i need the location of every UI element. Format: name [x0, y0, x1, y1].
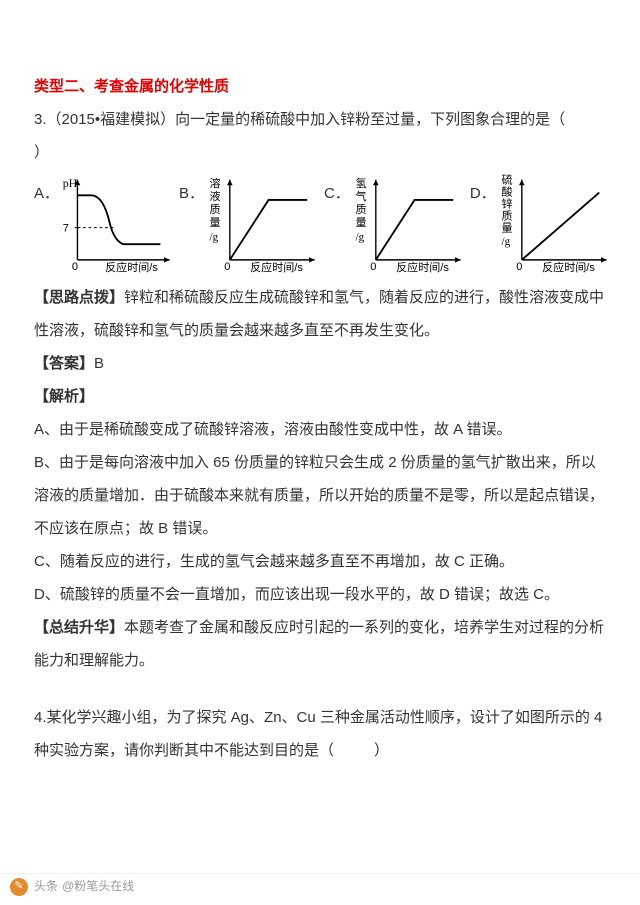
- chart-B-xlabel: 反应时间/s: [250, 260, 303, 274]
- svg-text:0: 0: [224, 261, 230, 273]
- chart-C-xlabel: 反应时间/s: [396, 260, 449, 274]
- q4-stem-end: ）: [374, 742, 389, 759]
- q3-answer: 【答案】B: [34, 347, 606, 380]
- q3-summary: 【总结升华】本题考查了金属和酸反应时引起的一系列的变化，培养学生对过程的分析能力…: [34, 611, 606, 677]
- section-title: 类型二、考查金属的化学性质: [34, 70, 606, 103]
- avatar-icon: ✎: [10, 878, 28, 896]
- q3-stem-end: ）: [34, 144, 49, 161]
- svg-text:0: 0: [370, 261, 376, 273]
- footer-source: 头条: [34, 873, 58, 899]
- svg-text:硫: 硫: [501, 172, 512, 186]
- svg-text:氢: 氢: [355, 176, 366, 190]
- svg-text:气: 气: [355, 189, 366, 203]
- chart-A-ylabel: pH: [63, 176, 78, 190]
- svg-text:质: 质: [210, 203, 221, 216]
- footer: ✎ 头条 @粉笔头在线: [0, 873, 640, 899]
- q4-stem: 4.某化学兴趣小组，为了探究 Ag、Zn、Cu 三种金属活动性顺序，设计了如图所…: [34, 701, 606, 767]
- analysis-label: 【解析】: [34, 380, 606, 413]
- choice-B: B． 溶 液 质 量 /g 0 反应时间/s: [179, 171, 322, 275]
- svg-text:0: 0: [72, 261, 78, 273]
- q3-stem-text: 3.（2015•福建模拟）向一定量的稀硫酸中加入锌粉至过量，下列图象合理的是（: [34, 111, 565, 128]
- svg-text:0: 0: [516, 261, 522, 273]
- analysis-A: A、由于是稀硫酸变成了硫酸锌溶液，溶液由酸性变成中性，故 A 错误。: [34, 413, 606, 446]
- chart-A: pH 7 0 反应时间/s: [59, 171, 177, 275]
- chart-B: 溶 液 质 量 /g 0 反应时间/s: [204, 171, 322, 275]
- label-A: A．: [34, 171, 59, 210]
- svg-text:质: 质: [355, 203, 366, 216]
- choice-D: D． 硫 酸 锌 质 量 /g 0 反应时间/s: [470, 171, 614, 275]
- label-C: C．: [324, 171, 350, 210]
- chart-A-tick: 7: [63, 222, 69, 234]
- label-D: D．: [470, 171, 496, 210]
- analysis-D: D、硫酸锌的质量不会一直增加，而应该出现一段水平的，故 D 错误；故选 C。: [34, 578, 606, 611]
- svg-text:量: 量: [210, 216, 221, 229]
- footer-user: @粉笔头在线: [62, 873, 134, 899]
- choice-A: A． pH 7 0 反应时间/s: [34, 171, 177, 275]
- summary-label: 【总结升华】: [34, 619, 124, 636]
- analysis-C: C、随着反应的进行，生成的氢气会越来越多直至不再增加，故 C 正确。: [34, 545, 606, 578]
- answer-label: 【答案】: [34, 355, 94, 372]
- svg-text:量: 量: [501, 221, 512, 234]
- spacer: [34, 677, 606, 701]
- label-B: B．: [179, 171, 204, 210]
- chart-A-xlabel: 反应时间/s: [105, 260, 158, 274]
- hint-label: 【思路点拨】: [34, 289, 124, 306]
- chart-C: 氢 气 质 量 /g 0 反应时间/s: [350, 171, 468, 275]
- svg-text:锌: 锌: [501, 196, 512, 210]
- svg-text:液: 液: [210, 189, 221, 203]
- choice-C: C． 氢 气 质 量 /g 0 反应时间/s: [324, 171, 468, 275]
- q3-hint: 【思路点拨】锌粒和稀硫酸反应生成硫酸锌和氢气，随着反应的进行，酸性溶液变成中性溶…: [34, 281, 606, 347]
- svg-text:量: 量: [355, 216, 366, 229]
- q3-choices: A． pH 7 0 反应时间/s B． 溶 液 质 量 /g: [34, 171, 606, 275]
- svg-text:溶: 溶: [210, 176, 221, 190]
- q3-stem: 3.（2015•福建模拟）向一定量的稀硫酸中加入锌粉至过量，下列图象合理的是（ ）: [34, 103, 606, 169]
- answer-value: B: [94, 355, 104, 372]
- svg-text:质: 质: [501, 209, 512, 222]
- svg-text:/g: /g: [501, 236, 510, 248]
- svg-text:酸: 酸: [501, 184, 512, 198]
- chart-D: 硫 酸 锌 质 量 /g 0 反应时间/s: [496, 171, 614, 275]
- q4-stem-text: 4.某化学兴趣小组，为了探究 Ag、Zn、Cu 三种金属活动性顺序，设计了如图所…: [34, 709, 602, 759]
- chart-D-xlabel: 反应时间/s: [542, 260, 595, 274]
- svg-text:/g: /g: [210, 232, 219, 244]
- analysis-B: B、由于是每向溶液中加入 65 份质量的锌粒只会生成 2 份质量的氢气扩散出来，…: [34, 446, 606, 545]
- svg-text:/g: /g: [355, 232, 364, 244]
